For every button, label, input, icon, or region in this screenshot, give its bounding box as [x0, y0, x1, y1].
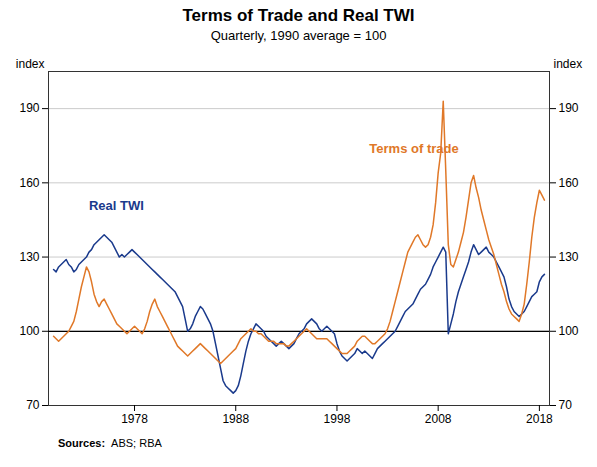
svg-text:2018: 2018 [526, 412, 553, 426]
svg-text:190: 190 [559, 101, 579, 115]
html-text:ABS; RBA: ABS; RBA [111, 437, 162, 449]
svg-text:160: 160 [559, 176, 579, 190]
svg-text:index: index [554, 57, 583, 71]
svg-text:100: 100 [559, 324, 579, 338]
svg-text:100: 100 [19, 324, 39, 338]
svg-text:190: 190 [19, 101, 39, 115]
svg-text:Terms of trade: Terms of trade [369, 141, 458, 156]
svg-text:1998: 1998 [324, 412, 351, 426]
html-text:Quarterly, 1990 average = 100: Quarterly, 1990 average = 100 [210, 28, 387, 43]
svg-text:70: 70 [26, 398, 40, 412]
svg-text:130: 130 [19, 250, 39, 264]
svg-text:2008: 2008 [425, 412, 452, 426]
svg-text:70: 70 [559, 398, 573, 412]
svg-text:index: index [16, 57, 45, 71]
html-text:Terms of Trade and Real TWI: Terms of Trade and Real TWI [182, 6, 415, 25]
html-text:Sources:: Sources: [58, 437, 106, 449]
svg-text:160: 160 [19, 176, 39, 190]
svg-text:Real TWI: Real TWI [89, 198, 144, 213]
svg-text:1978: 1978 [121, 412, 148, 426]
svg-text:130: 130 [559, 250, 579, 264]
svg-text:1988: 1988 [222, 412, 249, 426]
